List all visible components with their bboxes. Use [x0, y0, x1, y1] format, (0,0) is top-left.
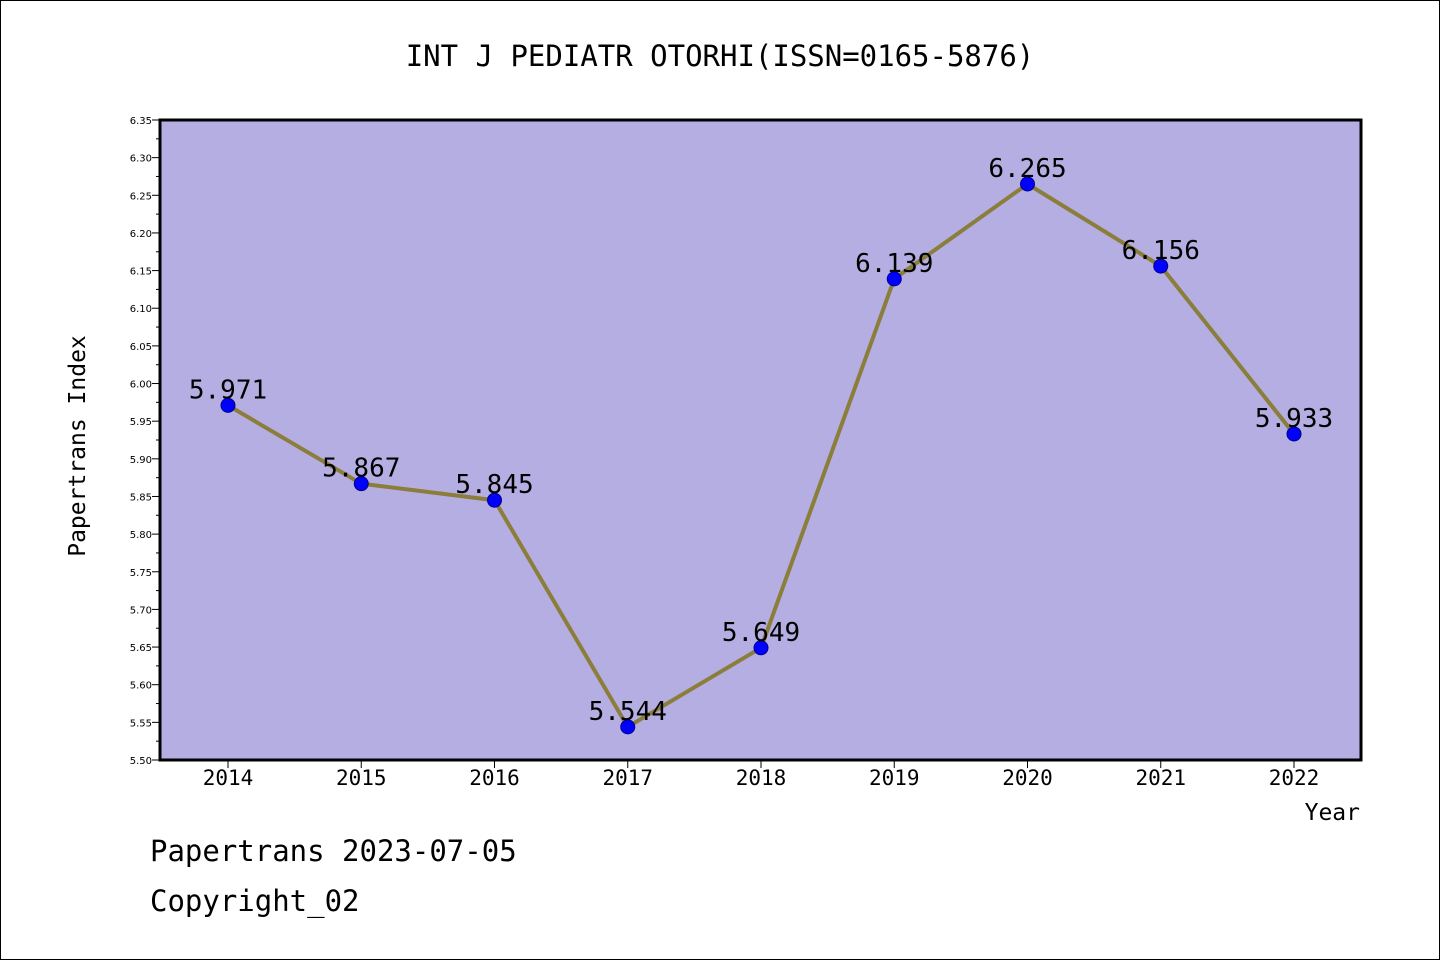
data-points — [220, 176, 1302, 735]
y-tick-label: 6.25 — [130, 191, 152, 202]
data-label: 5.933 — [1255, 404, 1333, 434]
data-point — [753, 640, 769, 656]
x-tick-label: 2017 — [602, 766, 653, 790]
footer-copyright: Copyright_02 — [150, 884, 360, 918]
data-label: 6.156 — [1122, 236, 1200, 266]
x-tick-label: 2015 — [336, 766, 387, 790]
y-tick-label: 5.50 — [130, 756, 152, 767]
chart-title: INT J PEDIATR OTORHI(ISSN=0165-5876) — [406, 39, 1035, 73]
y-tick-label: 6.20 — [130, 229, 152, 240]
data-labels: 5.971 5.867 5.845 5.544 5.649 6.139 6.265 6.156… — [189, 154, 1333, 727]
y-tick-label: 5.95 — [130, 417, 152, 428]
data-label: 5.544 — [589, 697, 667, 727]
y-tick-label: 6.05 — [130, 342, 152, 353]
y-tick-label: 6.30 — [130, 154, 152, 165]
data-point — [220, 397, 236, 413]
data-point — [1153, 258, 1169, 274]
y-tick-label: 6.10 — [130, 304, 152, 315]
x-tick-label: 2022 — [1269, 766, 1320, 790]
plot-area — [158, 118, 1363, 762]
y-tick-label: 5.55 — [130, 718, 152, 729]
footer-date: Papertrans 2023-07-05 — [150, 834, 517, 868]
x-tick-label: 2019 — [869, 766, 920, 790]
y-axis: 5.50 5.55 5.60 5.65 5.70 5.75 5.80 5.85 5.90 5.95… — [130, 116, 160, 767]
data-point — [487, 492, 502, 508]
x-tick-label: 2018 — [736, 766, 787, 790]
data-label: 5.867 — [322, 454, 400, 484]
data-label: 6.139 — [855, 249, 933, 279]
x-tick-label: 2021 — [1135, 766, 1186, 790]
x-tick-label: 2020 — [1002, 766, 1053, 790]
data-point — [886, 271, 902, 287]
y-tick-label: 6.15 — [130, 267, 152, 278]
data-point — [620, 719, 636, 735]
y-axis-label: Papertrans Index — [65, 335, 91, 557]
x-axis: 2014 2015 2016 2017 2018 2019 2020 2021 2022 — [203, 760, 1320, 790]
data-point — [1020, 176, 1035, 192]
y-tick-label: 5.80 — [130, 530, 152, 541]
y-tick-label: 6.00 — [130, 380, 152, 391]
x-tick-label: 2016 — [469, 766, 520, 790]
y-tick-label: 6.35 — [130, 116, 152, 127]
data-point — [353, 476, 369, 492]
y-tick-label: 5.65 — [130, 643, 152, 654]
x-tick-label: 2014 — [203, 766, 254, 790]
y-tick-label: 5.70 — [130, 605, 152, 616]
data-label: 5.845 — [455, 470, 533, 500]
y-tick-label: 5.75 — [130, 568, 152, 579]
x-axis-label: Year — [1305, 800, 1360, 826]
data-label: 6.265 — [988, 154, 1066, 184]
data-point — [1286, 426, 1302, 442]
y-tick-label: 5.85 — [130, 492, 152, 503]
y-tick-label: 5.90 — [130, 455, 152, 466]
data-label: 5.971 — [189, 375, 267, 405]
y-tick-label: 5.60 — [130, 681, 152, 692]
data-label: 5.649 — [722, 618, 800, 648]
